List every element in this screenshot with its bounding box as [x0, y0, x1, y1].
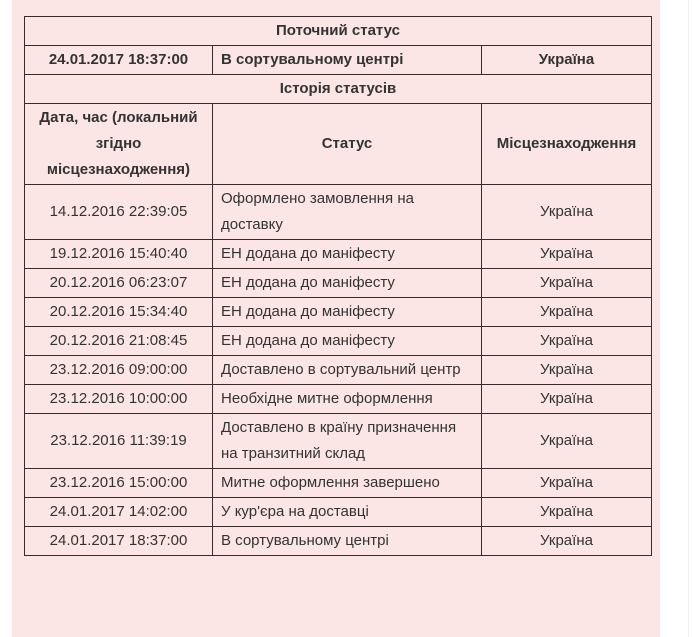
history-location-cell: Україна [481, 413, 652, 469]
column-header-datetime: Дата, час (локальний згідно місцезнаходж… [24, 103, 213, 185]
history-row: 23.12.2016 11:39:19 Доставлено в країну п… [24, 413, 652, 469]
history-datetime-cell: 14.12.2016 22:39:05 [24, 184, 213, 240]
history-location-cell: Україна [481, 384, 652, 414]
history-datetime-cell: 23.12.2016 15:00:00 [24, 468, 213, 498]
history-location-cell: Україна [481, 239, 652, 269]
history-datetime-cell: 20.12.2016 21:08:45 [24, 326, 213, 356]
history-datetime-cell: 23.12.2016 09:00:00 [24, 355, 213, 385]
history-location-cell: Україна [481, 268, 652, 298]
current-status-title-row: Поточний статус [24, 16, 652, 46]
tracking-status-table: Поточний статус 24.01.2017 18:37:00 В со… [24, 16, 652, 556]
history-datetime-cell: 24.01.2017 14:02:00 [24, 497, 213, 527]
history-status-cell: Митне оформлення завершено [212, 468, 482, 498]
current-status-row: 24.01.2017 18:37:00 В сортувальному цент… [24, 45, 652, 75]
history-title-row: Історія статусів [24, 74, 652, 104]
history-row: 23.12.2016 09:00:00 Доставлено в сортувал… [24, 355, 652, 385]
history-location-cell: Україна [481, 497, 652, 527]
scrollbar-edge [688, 0, 689, 637]
history-datetime-cell: 20.12.2016 06:23:07 [24, 268, 213, 298]
history-row: 14.12.2016 22:39:05 Оформлено замовлення … [24, 184, 652, 240]
history-row: 20.12.2016 06:23:07 ЕН додана до маніфест… [24, 268, 652, 298]
history-status-cell: ЕН додана до маніфесту [212, 297, 482, 327]
history-datetime-cell: 19.12.2016 15:40:40 [24, 239, 213, 269]
history-status-cell: Оформлено замовлення на доставку [212, 184, 482, 240]
history-status-cell: В сортувальному центрі [212, 526, 482, 556]
column-header-location: Місцезнаходження [481, 103, 652, 185]
history-status-cell: ЕН додана до маніфесту [212, 239, 482, 269]
history-status-cell: ЕН додана до маніфесту [212, 268, 482, 298]
history-header-row: Дата, час (локальний згідно місцезнаходж… [24, 103, 652, 185]
current-status-title: Поточний статус [24, 16, 652, 46]
current-location: Україна [481, 45, 652, 75]
history-location-cell: Україна [481, 297, 652, 327]
history-status-cell: Необхідне митне оформлення [212, 384, 482, 414]
history-datetime-cell: 24.01.2017 18:37:00 [24, 526, 213, 556]
history-status-cell: ЕН додана до маніфесту [212, 326, 482, 356]
history-location-cell: Україна [481, 355, 652, 385]
current-datetime: 24.01.2017 18:37:00 [24, 45, 213, 75]
column-header-status: Статус [212, 103, 482, 185]
history-status-cell: У кур'єра на доставці [212, 497, 482, 527]
history-row: 20.12.2016 21:08:45 ЕН додана до маніфест… [24, 326, 652, 356]
history-row: 23.12.2016 15:00:00 Митне оформлення заве… [24, 468, 652, 498]
content-panel: Поточний статус 24.01.2017 18:37:00 В со… [12, 0, 660, 637]
history-row: 24.01.2017 18:37:00 В сортувальному центр… [24, 526, 652, 556]
current-status: В сортувальному центрі [212, 45, 482, 75]
history-status-cell: Доставлено в сортувальний центр [212, 355, 482, 385]
history-datetime-cell: 23.12.2016 10:00:00 [24, 384, 213, 414]
history-datetime-cell: 20.12.2016 15:34:40 [24, 297, 213, 327]
history-location-cell: Україна [481, 326, 652, 356]
history-row: 19.12.2016 15:40:40 ЕН додана до маніфест… [24, 239, 652, 269]
history-row: 23.12.2016 10:00:00 Необхідне митне оформ… [24, 384, 652, 414]
history-row: 24.01.2017 14:02:00 У кур'єра на доставці… [24, 497, 652, 527]
history-location-cell: Україна [481, 184, 652, 240]
history-datetime-cell: 23.12.2016 11:39:19 [24, 413, 213, 469]
history-status-cell: Доставлено в країну призначення на транз… [212, 413, 482, 469]
history-location-cell: Україна [481, 468, 652, 498]
history-title: Історія статусів [24, 74, 652, 104]
history-location-cell: Україна [481, 526, 652, 556]
history-row: 20.12.2016 15:34:40 ЕН додана до маніфест… [24, 297, 652, 327]
